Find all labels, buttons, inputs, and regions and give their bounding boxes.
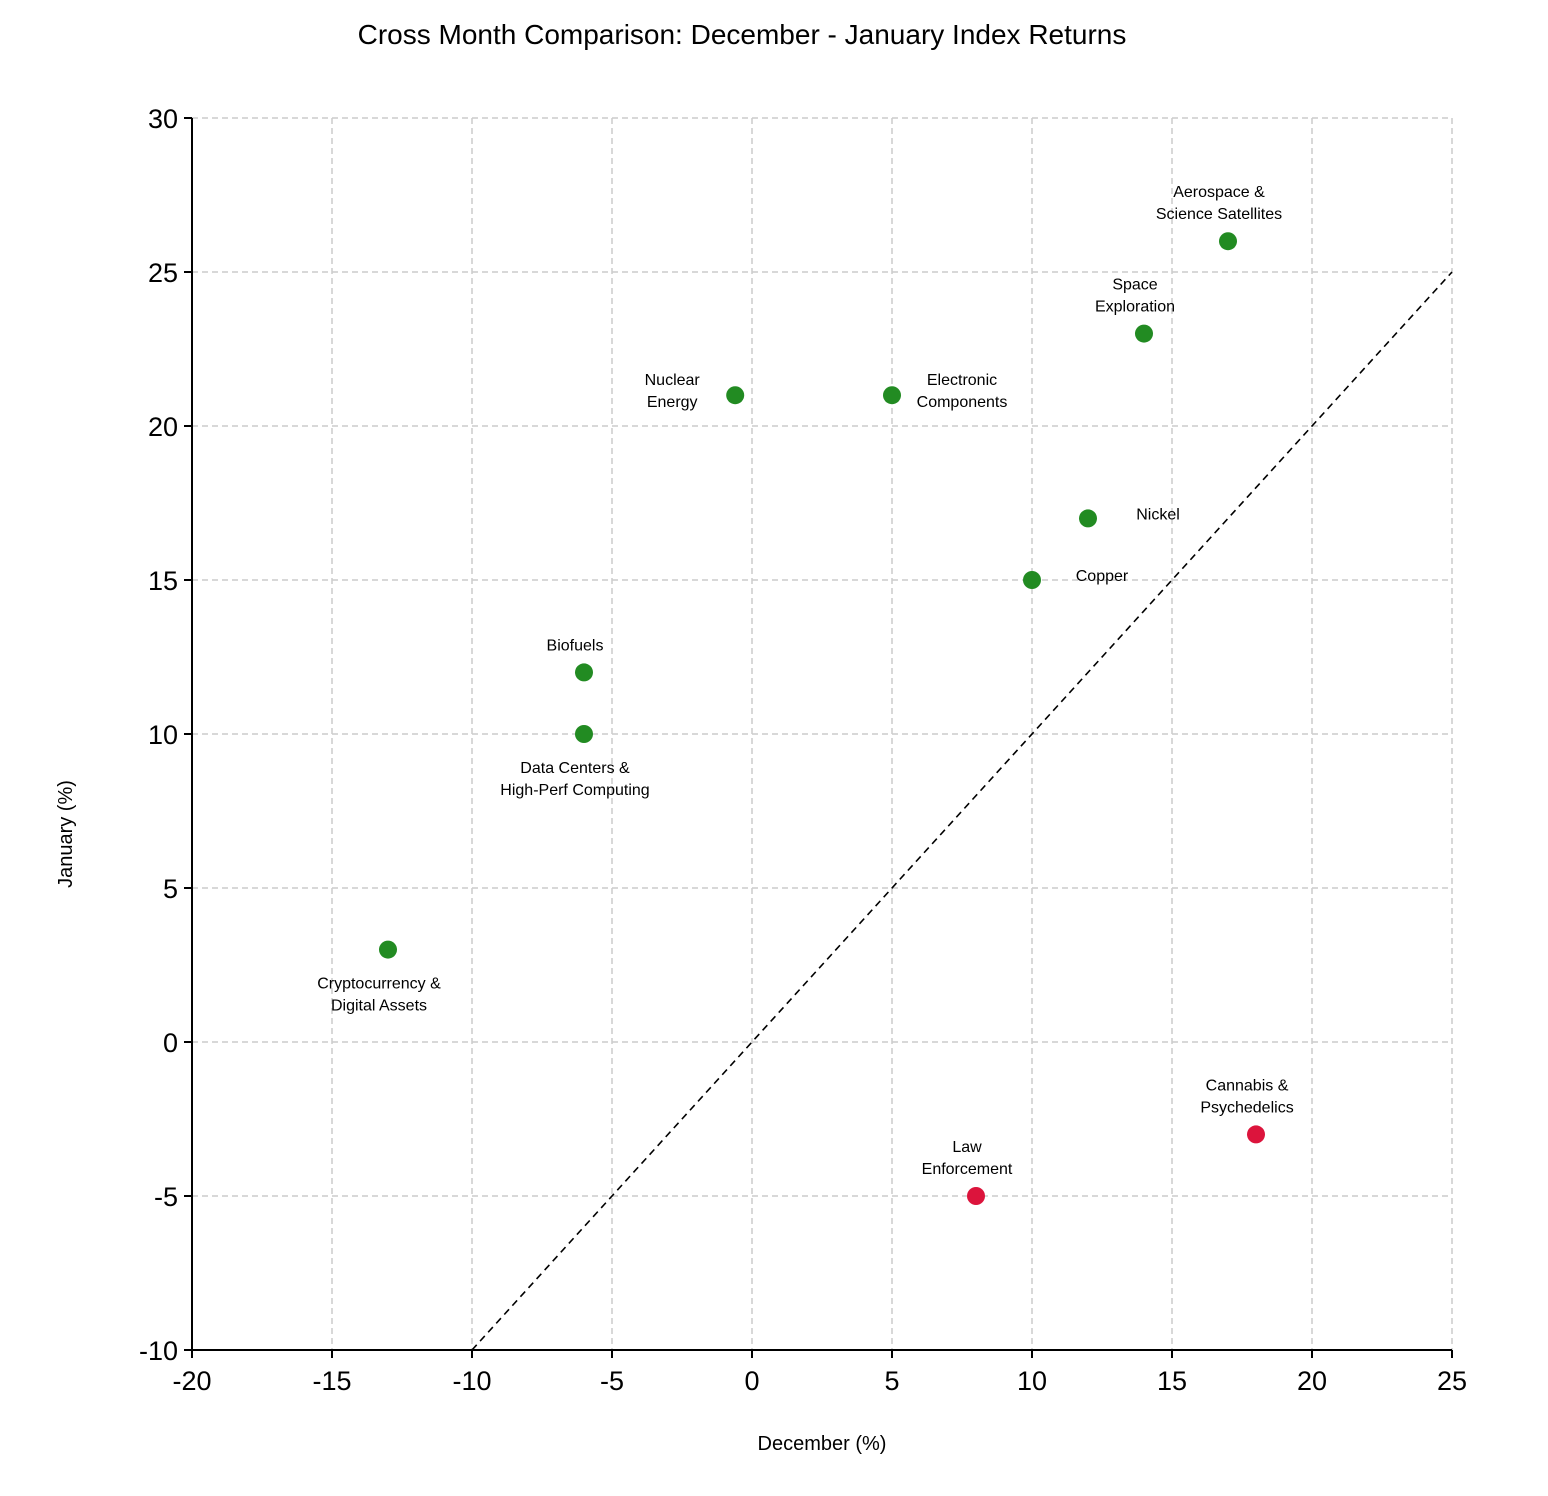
y-tick-label: 25 [148, 258, 178, 288]
x-tick-label: 15 [1157, 1366, 1187, 1396]
label-space-exploration: Space Exploration [1095, 277, 1175, 316]
data-points [379, 232, 1265, 1205]
label-copper: Copper [1076, 568, 1129, 585]
label-data-centers-high-perf-computing: Data Centers & High-Perf Computing [500, 760, 649, 799]
point-nuclear-energy[interactable] [726, 386, 745, 405]
label-cannabis-psychedelics: Cannabis & Psychedelics [1200, 1077, 1293, 1116]
label-aerospace-science-satellites: Aerospace & Science Satellites [1156, 184, 1282, 223]
axes: -20 -15 -10 -5 0 5 10 15 20 25 -10 -5 0 5 10 15 20 25 30 [139, 104, 1467, 1396]
x-tick-label: 5 [884, 1366, 899, 1396]
reference-line-y-equals-x [471, 271, 1453, 1351]
x-tick-label: -15 [312, 1366, 351, 1396]
point-cannabis-psychedelics[interactable] [1247, 1125, 1265, 1144]
y-tick-label: 30 [148, 104, 178, 134]
point-electronic-components[interactable] [883, 386, 901, 405]
x-tick-label: 20 [1297, 1366, 1327, 1396]
y-tick-label: -5 [154, 1182, 178, 1212]
point-space-exploration[interactable] [1135, 324, 1153, 343]
x-tick-label: 10 [1017, 1366, 1047, 1396]
point-aerospace-science-satellites[interactable] [1219, 232, 1237, 251]
point-law-enforcement[interactable] [967, 1187, 985, 1205]
point-nickel[interactable] [1079, 509, 1097, 528]
x-tick-label: 0 [744, 1366, 759, 1396]
x-tick-label: 25 [1437, 1366, 1467, 1396]
y-tick-label: 20 [148, 412, 178, 442]
label-electronic-components: Electronic Components [917, 372, 1008, 411]
point-labels: Aerospace & Science Satellites Space Explor… [317, 184, 1293, 1178]
chart-title: Cross Month Comparison: December - Janua… [358, 19, 1127, 50]
point-copper[interactable] [1023, 571, 1041, 589]
label-nickel: Nickel [1136, 506, 1180, 523]
x-axis-label: December (%) [758, 1433, 887, 1455]
x-tick-label: -20 [172, 1366, 211, 1396]
y-tick-label: -10 [139, 1336, 178, 1366]
y-tick-label: 0 [163, 1028, 178, 1058]
label-cryptocurrency-digital-assets: Cryptocurrency & Digital Assets [317, 976, 441, 1015]
x-tick-label: -10 [452, 1366, 491, 1396]
point-cryptocurrency-digital-assets[interactable] [379, 940, 397, 959]
label-law-enforcement: Law Enforcement [922, 1139, 1013, 1178]
y-tick-label: 15 [148, 566, 178, 596]
grid [192, 117, 1453, 1350]
point-biofuels[interactable] [575, 663, 593, 682]
label-nuclear-energy: Nuclear Energy [645, 372, 701, 411]
y-axis-label: January (%) [55, 780, 77, 888]
y-tick-label: 5 [163, 874, 178, 904]
point-data-centers-high-perf-computing[interactable] [575, 725, 593, 743]
label-biofuels: Biofuels [547, 637, 604, 654]
x-tick-label: -5 [600, 1366, 624, 1396]
y-tick-label: 10 [148, 720, 178, 750]
